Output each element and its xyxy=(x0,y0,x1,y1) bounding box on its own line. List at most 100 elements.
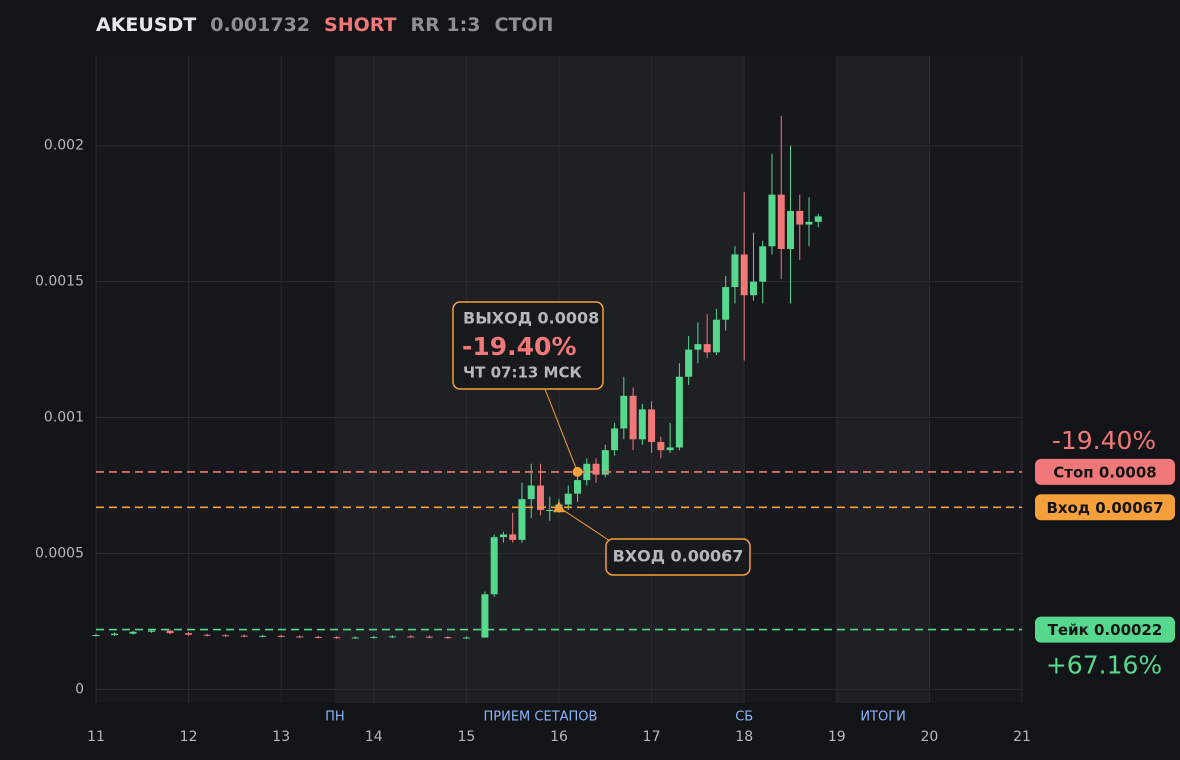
candle-body xyxy=(768,194,776,247)
candle-body xyxy=(111,633,119,636)
candle-body xyxy=(296,636,304,638)
candle-body xyxy=(574,480,582,494)
candle-body xyxy=(814,216,822,222)
entry-marker xyxy=(553,501,565,513)
candle-body xyxy=(629,395,637,440)
candle-body xyxy=(351,637,359,639)
exit-marker xyxy=(572,466,583,477)
candle-body xyxy=(685,349,693,377)
entry-label: ВХОД 0.00067 xyxy=(613,547,744,566)
exit-callout xyxy=(452,301,604,390)
y-tick-label: 0.002 xyxy=(44,138,84,154)
candle-body xyxy=(481,594,489,638)
candle-body xyxy=(518,499,526,540)
candle-body xyxy=(166,630,174,634)
candle-body xyxy=(666,447,674,451)
candle-body xyxy=(92,635,100,637)
candle-body xyxy=(546,509,554,511)
candle-body xyxy=(222,635,230,637)
entry-callout xyxy=(605,538,751,576)
session-label: ПН xyxy=(325,710,345,725)
callout-pointer xyxy=(544,388,578,473)
session-label: ПРИЕМ СЕТАПОВ xyxy=(484,710,598,725)
candle-body xyxy=(536,485,544,510)
x-tick-label: 21 xyxy=(1013,729,1031,745)
candle-body xyxy=(759,246,767,282)
x-tick-label: 13 xyxy=(272,729,290,745)
level-result: +67.16% xyxy=(1046,651,1162,680)
candle-body xyxy=(333,637,341,639)
candle-body xyxy=(611,428,619,451)
header: AKEUSDT 0.001732 SHORT RR 1:3 СТОП xyxy=(96,14,553,36)
candle-body xyxy=(675,376,683,448)
session-label: ИТОГИ xyxy=(860,710,906,725)
y-tick-label: 0.0005 xyxy=(35,545,84,561)
level-label: Вход 0.00067 xyxy=(1046,499,1163,517)
candle-body xyxy=(240,635,248,637)
session-label: СБ xyxy=(735,710,753,725)
candle-body xyxy=(407,636,415,638)
level-pill xyxy=(1035,494,1175,521)
candle-body xyxy=(648,409,656,443)
candle-body xyxy=(787,210,794,250)
status: СТОП xyxy=(494,14,554,36)
candle-body xyxy=(805,221,813,225)
candle-body xyxy=(694,344,702,350)
x-tick-label: 17 xyxy=(643,729,661,745)
x-tick-label: 14 xyxy=(365,729,383,745)
candle-body xyxy=(564,493,572,505)
candle-body xyxy=(703,344,711,353)
candle-body xyxy=(444,637,452,639)
level-result: -19.40% xyxy=(1052,426,1156,455)
candle-body xyxy=(203,634,211,636)
candle-body xyxy=(722,287,730,320)
candle-body xyxy=(509,534,517,540)
candle-body xyxy=(499,534,507,538)
candle-body xyxy=(657,442,665,451)
x-tick-label: 16 xyxy=(550,729,568,745)
exit-pct: -19.40% xyxy=(462,332,577,361)
x-tick-label: 11 xyxy=(87,729,105,745)
y-tick-label: 0.001 xyxy=(44,410,84,426)
y-tick-label: 0.0015 xyxy=(35,274,84,290)
candle-body xyxy=(462,637,470,639)
rr: RR 1:3 xyxy=(410,14,481,36)
candle-body xyxy=(148,630,156,632)
candle-body xyxy=(277,635,285,637)
x-tick-label: 15 xyxy=(457,729,475,745)
candle-body xyxy=(314,636,322,638)
candle-body xyxy=(731,254,739,288)
shaded-period xyxy=(836,56,930,703)
x-tick-label: 19 xyxy=(828,729,846,745)
candle-body xyxy=(620,395,628,429)
candle-body xyxy=(388,636,396,638)
level-pill xyxy=(1035,616,1175,643)
level-label: Тейк 0.00022 xyxy=(1048,621,1163,639)
candle-body xyxy=(259,635,267,637)
candle-body xyxy=(712,319,720,353)
y-tick-label: 0 xyxy=(75,681,84,697)
level-pill xyxy=(1035,458,1175,485)
symbol: AKEUSDT xyxy=(96,14,197,36)
x-tick-label: 12 xyxy=(180,729,198,745)
price: 0.001732 xyxy=(210,14,311,36)
candle-body xyxy=(638,409,646,440)
x-tick-label: 18 xyxy=(735,729,753,745)
candle-body xyxy=(129,631,137,634)
candle-body xyxy=(583,463,591,481)
candle-body xyxy=(185,633,193,635)
candle-body xyxy=(740,254,748,296)
candle-body xyxy=(370,636,378,638)
candle-body xyxy=(601,450,609,475)
candle-body xyxy=(490,537,498,595)
exit-time: ЧТ 07:13 МСК xyxy=(463,364,582,382)
candle-body xyxy=(425,636,433,638)
candle-body xyxy=(796,210,804,225)
callout-pointer xyxy=(558,506,611,542)
candle-body xyxy=(777,194,785,250)
candle-body xyxy=(749,281,757,296)
x-tick-label: 20 xyxy=(920,729,938,745)
exit-title: ВЫХОД 0.0008 xyxy=(463,309,599,328)
